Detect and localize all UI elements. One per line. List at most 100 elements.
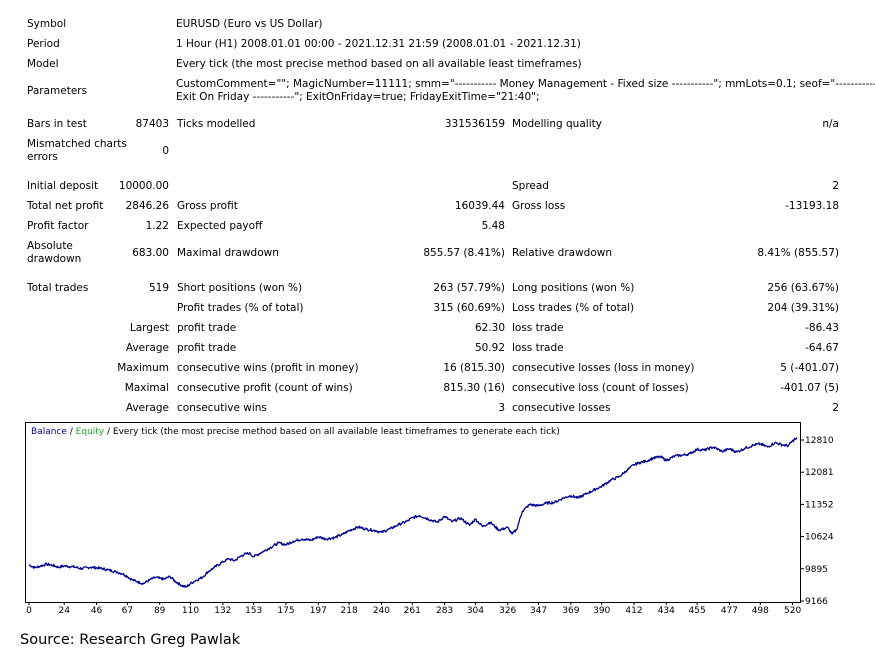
largest-loss-value: -86.43	[805, 322, 839, 334]
abs-drawdown-label-2: drawdown	[27, 253, 82, 265]
rel-drawdown-label: Relative drawdown	[512, 247, 613, 259]
profit-trades-label: Profit trades (% of total)	[177, 302, 304, 314]
bars-value: 87403	[135, 118, 169, 130]
average-profit-value: 50.92	[474, 342, 505, 354]
short-positions-label: Short positions (won %)	[177, 282, 303, 294]
average-loss-value: -64.67	[805, 342, 839, 354]
period-label: Period	[27, 38, 60, 50]
x-tick-label: 110	[182, 606, 199, 616]
spread-label: Spread	[512, 180, 549, 192]
x-tick-label: 390	[593, 606, 610, 616]
source-caption: Source: Research Greg Pawlak	[20, 632, 241, 648]
short-positions-value: 263 (57.79%)	[433, 282, 505, 294]
avg-cons-wins-value: 3	[498, 402, 505, 414]
y-axis: 12810 12081 11352 10624 9895 9166	[800, 436, 834, 607]
gross-profit-label: Gross profit	[177, 200, 238, 212]
gross-profit-value: 16039.44	[454, 200, 505, 212]
x-tick-label: 369	[562, 606, 579, 616]
symbol-label: Symbol	[27, 18, 67, 30]
initial-deposit-label: Initial deposit	[27, 180, 99, 192]
total-trades-value: 519	[148, 282, 169, 294]
x-tick-label: 347	[530, 606, 547, 616]
max-cons-wins-value: 16 (815.30)	[443, 362, 505, 374]
x-tick-label: 240	[373, 606, 390, 616]
quality-value: n/a	[822, 118, 839, 130]
long-positions-value: 256 (63.67%)	[767, 282, 839, 294]
y-tick-label: 12810	[805, 436, 834, 446]
mismatch-value: 0	[162, 145, 169, 157]
y-tick-label: 12081	[805, 468, 834, 478]
total-trades-label: Total trades	[27, 282, 89, 294]
x-tick-label: 412	[625, 606, 642, 616]
largest-profit-label: profit trade	[177, 322, 237, 334]
symbol-value: EURUSD (Euro vs US Dollar)	[176, 18, 323, 30]
largest-label: Largest	[129, 322, 169, 334]
chart-frame	[25, 422, 801, 603]
y-tick-label: 10624	[805, 533, 834, 543]
x-tick-label: 326	[499, 606, 516, 616]
rel-drawdown-value: 8.41% (855.57)	[757, 247, 839, 259]
model-value: Every tick (the most precise method base…	[176, 58, 582, 70]
average-label: Average	[125, 342, 169, 354]
x-tick-label: 24	[59, 606, 71, 616]
expected-payoff-label: Expected payoff	[177, 220, 263, 232]
x-tick-label: 455	[689, 606, 706, 616]
parameters-line-2: Exit On Friday -----------"; ExitOnFrida…	[176, 91, 540, 103]
initial-deposit-value: 10000.00	[118, 180, 169, 192]
x-tick-label: 0	[26, 606, 32, 616]
quality-label: Modelling quality	[512, 118, 602, 130]
mismatch-label-1: Mismatched charts	[27, 138, 127, 150]
x-tick-label: 304	[467, 606, 484, 616]
profit-factor-label: Profit factor	[27, 220, 89, 232]
loss-trades-value: 204 (39.31%)	[767, 302, 839, 314]
ticks-value: 331536159	[444, 118, 505, 130]
long-positions-label: Long positions (won %)	[512, 282, 635, 294]
net-profit-value: 2846.26	[125, 200, 169, 212]
bars-label: Bars in test	[27, 118, 87, 130]
y-tick-label: 11352	[805, 500, 834, 510]
largest-loss-label: loss trade	[512, 322, 564, 334]
maximal-label: Maximal	[124, 382, 169, 394]
x-tick-label: 434	[658, 606, 675, 616]
loss-trades-label: Loss trades (% of total)	[512, 302, 635, 314]
x-tick-label: 153	[245, 606, 262, 616]
gross-loss-label: Gross loss	[512, 200, 566, 212]
x-tick-label: 67	[122, 606, 133, 616]
legend-description: / Every tick (the most precise method ba…	[104, 427, 560, 437]
x-tick-label: 175	[277, 606, 294, 616]
maximal-cons-profit-value: 815.30 (16)	[443, 382, 505, 394]
x-tick-label: 261	[404, 606, 421, 616]
maximal-cons-loss-value: -401.07 (5)	[780, 382, 839, 394]
x-tick-label: 89	[154, 606, 166, 616]
period-value: 1 Hour (H1) 2008.01.01 00:00 - 2021.12.3…	[176, 38, 581, 50]
maximum-label: Maximum	[117, 362, 169, 374]
x-tick-label: 218	[341, 606, 358, 616]
y-tick-label: 9895	[805, 565, 828, 575]
spread-value: 2	[832, 180, 839, 192]
average-loss-label: loss trade	[512, 342, 564, 354]
net-profit-label: Total net profit	[27, 200, 104, 212]
avg-cons-wins-label: consecutive wins	[177, 402, 267, 414]
max-cons-losses-value: 5 (-401.07)	[780, 362, 839, 374]
chart-legend: Balance / Equity / Every tick (the most …	[31, 427, 560, 437]
legend-equity: Equity	[76, 427, 105, 437]
model-label: Model	[27, 58, 59, 70]
profit-factor-value: 1.22	[145, 220, 169, 232]
average-profit-label: profit trade	[177, 342, 237, 354]
y-tick-label: 9166	[805, 597, 828, 607]
x-tick-label: 477	[721, 606, 738, 616]
mismatch-label-2: errors	[27, 151, 58, 163]
abs-drawdown-value: 683.00	[132, 247, 169, 259]
x-tick-label: 498	[752, 606, 769, 616]
max-cons-losses-label: consecutive losses (loss in money)	[512, 362, 695, 374]
largest-profit-value: 62.30	[474, 322, 505, 334]
parameters-label: Parameters	[27, 85, 88, 97]
avg-cons-losses-value: 2	[832, 402, 839, 414]
legend-separator: /	[67, 427, 76, 437]
max-drawdown-value: 855.57 (8.41%)	[423, 247, 505, 259]
x-tick-label: 283	[436, 606, 453, 616]
x-tick-label: 46	[91, 606, 103, 616]
gross-loss-value: -13193.18	[785, 200, 839, 212]
profit-trades-value: 315 (60.69%)	[433, 302, 505, 314]
